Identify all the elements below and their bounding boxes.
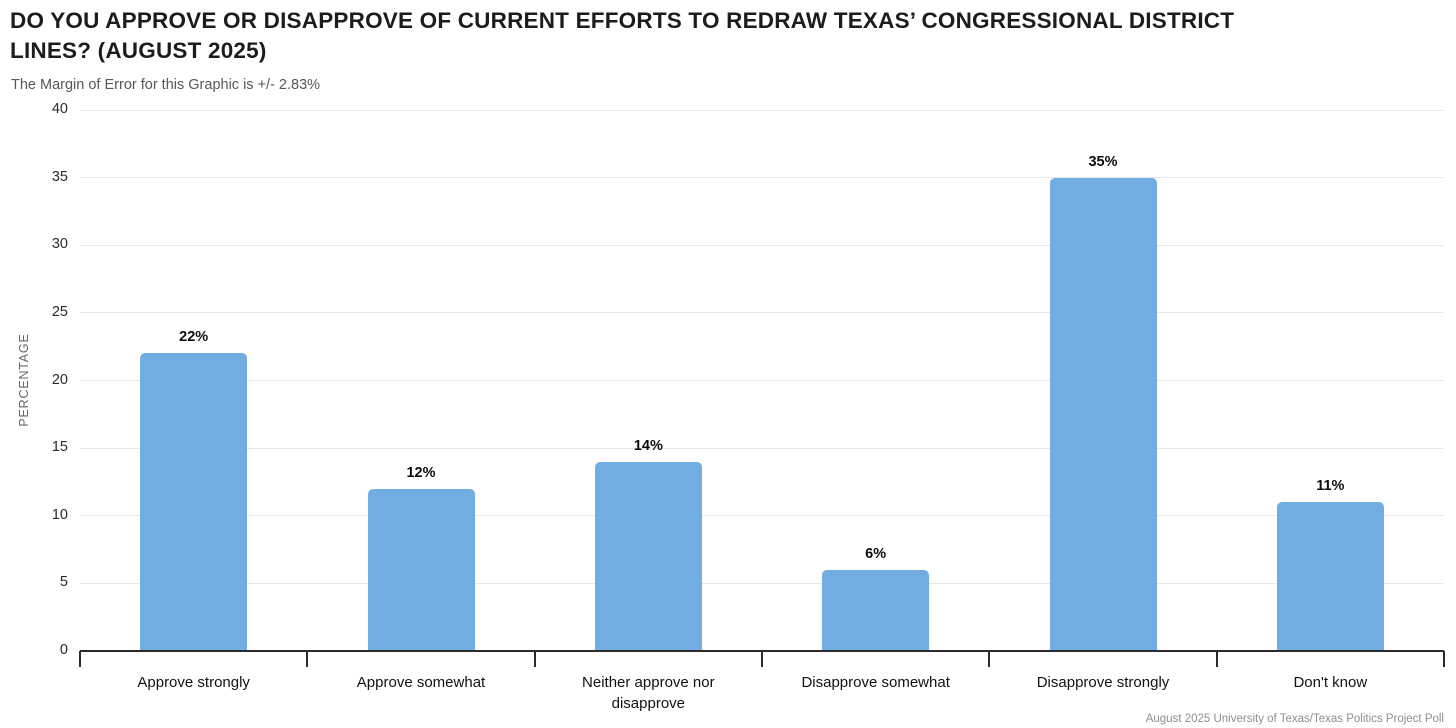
bar-disapprove-strongly[interactable] xyxy=(1049,177,1157,651)
bar-value-label: 35% xyxy=(1088,153,1118,170)
y-axis-tick-label: 20 xyxy=(51,371,68,388)
x-axis-tick xyxy=(306,651,309,667)
x-axis-category-label: Approve strongly xyxy=(137,674,250,691)
source-attribution: August 2025 University of Texas/Texas Po… xyxy=(1145,713,1444,725)
bar-value-label: 12% xyxy=(406,464,436,481)
y-gridline xyxy=(80,447,1444,449)
bar-value-label: 14% xyxy=(633,437,663,454)
chart-subtitle: The Margin of Error for this Graphic is … xyxy=(11,77,321,93)
x-axis-tick xyxy=(761,651,763,667)
y-axis-tick-label: 35 xyxy=(51,168,68,185)
x-axis-category-label: Disapprove somewhat xyxy=(801,674,950,691)
y-axis-tick-label: 30 xyxy=(51,236,68,253)
x-axis-category-label: Disapprove strongly xyxy=(1036,674,1170,691)
y-gridline xyxy=(80,109,1444,111)
y-gridline xyxy=(80,312,1444,314)
y-axis-tick-label: 10 xyxy=(51,506,68,523)
y-axis-tick-label: 25 xyxy=(51,303,68,320)
chart-title: DO YOU APPROVE OR DISAPPROVE OF CURRENT … xyxy=(10,8,1235,63)
x-axis-tick xyxy=(79,651,81,667)
bar-neither-approve-nor-disapprove[interactable] xyxy=(594,461,702,651)
bar-approve-somewhat[interactable] xyxy=(367,488,475,651)
bar-value-label: 11% xyxy=(1316,478,1345,495)
bar-disapprove-somewhat[interactable] xyxy=(822,569,930,651)
y-gridline xyxy=(80,177,1444,179)
bar-don-t-know[interactable] xyxy=(1276,502,1384,651)
bar-approve-strongly[interactable] xyxy=(140,353,248,651)
y-axis-tick-label: 5 xyxy=(59,574,68,591)
x-axis-tick xyxy=(988,651,991,667)
y-gridline xyxy=(80,515,1444,517)
x-axis-tick xyxy=(1215,651,1218,667)
y-axis-tick-label: 15 xyxy=(51,439,68,456)
x-axis-category-label: Neither approve nor disapprove xyxy=(582,674,715,712)
y-gridline xyxy=(80,244,1444,246)
x-axis-tick xyxy=(1443,651,1445,667)
x-axis-line xyxy=(80,650,1444,652)
bar-value-label: 22% xyxy=(179,329,209,346)
y-axis-title: PERCENTAGE xyxy=(17,332,31,427)
x-axis-tick xyxy=(533,651,536,667)
y-axis-tick-label: 40 xyxy=(51,101,68,117)
y-gridline xyxy=(80,582,1444,584)
y-gridline xyxy=(80,380,1444,381)
y-axis-tick-label: 0 xyxy=(59,642,68,658)
bar-value-label: 6% xyxy=(865,545,887,562)
x-axis-category-label: Approve somewhat xyxy=(356,674,486,691)
x-axis-category-label: Don't know xyxy=(1293,674,1368,691)
